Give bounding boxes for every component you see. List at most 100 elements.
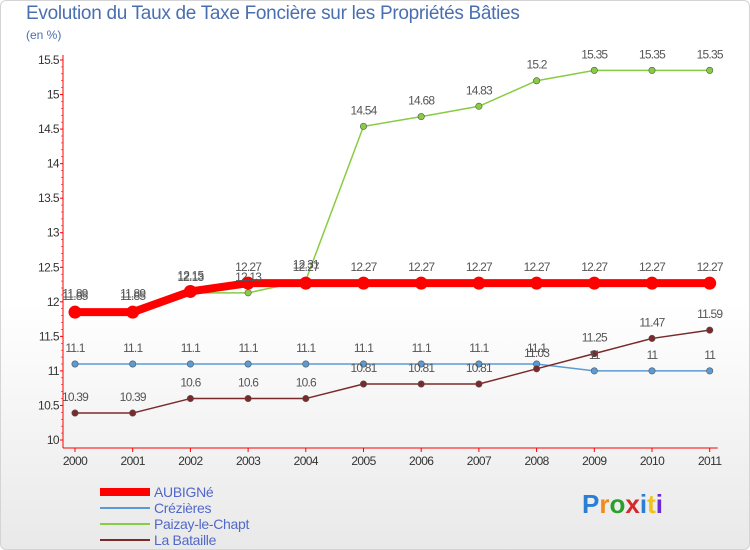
data-label: 11.85 bbox=[120, 289, 146, 303]
y-tick-label: 13.5 bbox=[38, 191, 60, 205]
data-point bbox=[417, 380, 425, 388]
data-point bbox=[645, 276, 659, 290]
data-label: 12.27 bbox=[581, 260, 608, 274]
data-point bbox=[706, 326, 714, 334]
y-tick-label: 14.5 bbox=[38, 122, 60, 136]
data-point bbox=[417, 113, 425, 121]
x-tick-label: 2008 bbox=[524, 454, 549, 468]
data-label: 14.54 bbox=[350, 103, 377, 117]
data-point bbox=[186, 360, 194, 368]
legend-swatch bbox=[100, 507, 150, 509]
data-label: 11.85 bbox=[62, 289, 88, 303]
legend-swatch bbox=[100, 488, 150, 496]
logo-letter: t bbox=[647, 489, 656, 519]
data-label: 10.39 bbox=[62, 390, 89, 404]
data-label: 10.6 bbox=[238, 376, 259, 390]
y-tick-label: 15 bbox=[47, 88, 60, 102]
data-label: 10.81 bbox=[350, 361, 377, 375]
data-point bbox=[414, 276, 428, 290]
y-tick-label: 12.5 bbox=[38, 260, 60, 274]
data-label: 11 bbox=[647, 348, 659, 362]
x-tick-label: 2010 bbox=[640, 454, 665, 468]
logo-letter: x bbox=[625, 489, 640, 519]
data-label: 11.59 bbox=[697, 307, 723, 321]
data-label: 12.15 bbox=[177, 268, 204, 282]
data-point bbox=[475, 102, 483, 110]
data-label: 15.35 bbox=[639, 47, 666, 61]
logo-letter: i bbox=[655, 489, 663, 519]
legend-swatch bbox=[100, 523, 150, 525]
data-point bbox=[299, 276, 313, 290]
y-tick-label: 10.5 bbox=[38, 398, 60, 412]
x-tick-label: 2006 bbox=[409, 454, 434, 468]
data-point bbox=[648, 334, 656, 342]
series-line-0 bbox=[75, 279, 710, 317]
data-point bbox=[129, 409, 137, 417]
data-label: 12.27 bbox=[466, 260, 493, 274]
y-tick-label: 11.5 bbox=[39, 329, 60, 343]
data-label: 11.25 bbox=[582, 331, 608, 345]
data-point bbox=[648, 66, 656, 74]
legend-label: Crézières bbox=[154, 500, 212, 516]
data-label: 10.81 bbox=[466, 361, 493, 375]
data-point bbox=[590, 367, 598, 375]
x-tick-label: 2009 bbox=[582, 454, 607, 468]
y-tick-label: 13 bbox=[47, 226, 60, 240]
x-tick-label: 2002 bbox=[178, 454, 203, 468]
data-point bbox=[244, 289, 252, 297]
x-tick-label: 2003 bbox=[236, 454, 261, 468]
x-tick-label: 2001 bbox=[121, 454, 146, 468]
data-label: 12.27 bbox=[350, 260, 377, 274]
series-line-1 bbox=[75, 363, 710, 372]
data-label: 12.27 bbox=[524, 260, 551, 274]
data-label: 11.89 bbox=[62, 286, 88, 300]
data-label: 11.1 bbox=[412, 341, 432, 355]
data-label: 12.27 bbox=[408, 260, 435, 274]
data-label: 12.27 bbox=[235, 260, 262, 274]
data-point bbox=[706, 66, 714, 74]
data-point bbox=[186, 395, 194, 403]
data-point bbox=[359, 122, 367, 130]
data-label: 10.6 bbox=[180, 376, 201, 390]
data-point bbox=[359, 360, 367, 368]
data-label: 11 bbox=[589, 348, 601, 362]
data-point bbox=[129, 360, 137, 368]
data-point bbox=[472, 276, 486, 290]
data-label: 12.27 bbox=[639, 260, 666, 274]
data-label: 11.1 bbox=[354, 341, 374, 355]
data-point bbox=[244, 395, 252, 403]
data-point bbox=[475, 380, 483, 388]
logo-letter: i bbox=[639, 489, 648, 519]
data-point bbox=[590, 66, 598, 74]
data-label: 12.27 bbox=[293, 260, 320, 274]
data-point bbox=[533, 77, 541, 85]
data-point bbox=[126, 305, 140, 319]
data-point bbox=[241, 276, 255, 290]
data-label: 14.83 bbox=[466, 83, 493, 97]
data-point bbox=[648, 367, 656, 375]
x-tick-label: 2005 bbox=[351, 454, 376, 468]
x-tick-label: 2007 bbox=[467, 454, 492, 468]
legend-label: Paizay-le-Chapt bbox=[154, 516, 250, 532]
data-point bbox=[587, 276, 601, 290]
chart-title: Evolution du Taux de Taxe Foncière sur l… bbox=[26, 3, 520, 24]
data-label: 12.13 bbox=[235, 270, 262, 284]
y-tick-label: 12 bbox=[47, 295, 60, 309]
data-label: 14.68 bbox=[408, 94, 435, 108]
data-point bbox=[533, 365, 541, 373]
data-point bbox=[302, 395, 310, 403]
data-label: 11.1 bbox=[469, 341, 489, 355]
y-tick-label: 15.5 bbox=[38, 53, 60, 67]
legend-label: La Bataille bbox=[154, 532, 217, 548]
data-label: 11 bbox=[704, 348, 716, 362]
data-label: 11.47 bbox=[639, 315, 665, 329]
data-label: 10.81 bbox=[408, 361, 435, 375]
data-label: 11.03 bbox=[524, 346, 550, 360]
x-tick-label: 2000 bbox=[63, 454, 88, 468]
data-point bbox=[68, 305, 82, 319]
data-label: 11.1 bbox=[181, 341, 201, 355]
data-label: 12.27 bbox=[697, 260, 724, 274]
data-point bbox=[706, 367, 714, 375]
